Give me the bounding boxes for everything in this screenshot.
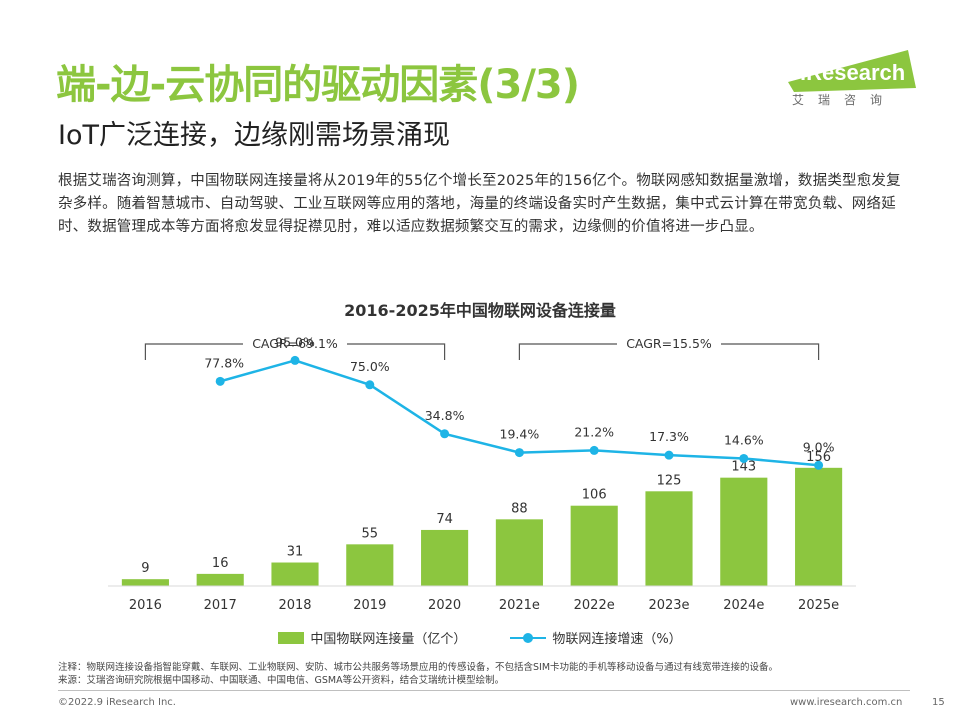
growth-label-2020: 34.8% — [425, 408, 465, 423]
bar-label-2022e: 106 — [582, 488, 607, 503]
source-text: 来源：艾瑞咨询研究院根据中国移动、中国联通、中国电信、GSMA等公开资料，结合艾… — [58, 675, 505, 686]
legend-item-connections: 中国物联网连接量（亿个） — [278, 628, 466, 647]
line-value-labels: 77.8% 95.0% 75.0% 34.8% 19.4% 21.2% 17.3% 14.6%… — [204, 334, 834, 454]
growth-point-2020 — [440, 429, 450, 439]
x-tick-2024e: 2024e — [723, 598, 764, 613]
line-series — [215, 355, 824, 470]
legend-bar-swatch — [278, 631, 305, 644]
iresearch-logo[interactable]: iResearch 艾瑞咨询 — [788, 48, 916, 112]
notes-block: 注释：物联网连接设备指智能穿戴、车联网、工业物联网、安防、城市公共服务等场景应用… — [58, 661, 918, 687]
bar-label-2024e: 143 — [731, 460, 756, 475]
growth-point-2019 — [365, 380, 375, 390]
bar-label-2020: 74 — [436, 512, 453, 527]
growth-label-2021e: 19.4% — [500, 427, 540, 442]
bar-2019 — [346, 544, 394, 586]
x-tick-2025e: 2025e — [798, 598, 839, 613]
growth-point-2023e — [664, 450, 674, 460]
bar-label-2019: 55 — [362, 526, 379, 541]
page-number: 15 — [932, 697, 945, 708]
bar-2021e — [495, 519, 543, 586]
growth-point-2017 — [215, 376, 225, 386]
logo-mark: iResearch — [788, 50, 916, 92]
cagr-label-2: CAGR=15.5% — [626, 336, 712, 351]
intro-paragraph: 根据艾瑞咨询测算，中国物联网连接量将从2019年的55亿个增长至2025年的15… — [58, 173, 901, 235]
growth-point-2018 — [290, 355, 300, 365]
bar-label-2016: 9 — [141, 561, 149, 576]
bar-label-2023e: 125 — [657, 473, 682, 488]
growth-label-2017: 77.8% — [204, 355, 244, 370]
growth-label-2025e: 9.0% — [803, 439, 835, 454]
growth-label-2024e: 14.6% — [724, 432, 764, 447]
footer-copyright: ©2022.9 iResearch Inc. — [58, 697, 176, 708]
page-subtitle: IoT广泛连接，边缘刚需场景涌现 — [58, 120, 450, 151]
bar-series — [121, 467, 843, 586]
x-tick-2017: 2017 — [204, 598, 237, 613]
bar-label-2018: 31 — [287, 545, 304, 560]
x-tick-2019: 2019 — [353, 598, 386, 613]
growth-label-2023e: 17.3% — [649, 429, 689, 444]
bar-2025e — [795, 467, 843, 586]
legend-label-growth: 物联网连接增速（%） — [552, 632, 682, 647]
note-text: 注释：物联网连接设备指智能穿戴、车联网、工业物联网、安防、城市公共服务等场景应用… — [58, 662, 779, 673]
cagr-label-1: CAGR=69.1% — [252, 336, 338, 351]
growth-label-2019: 75.0% — [350, 359, 390, 374]
cagr-bracket-2 — [518, 343, 820, 360]
logo-brand-cn: 艾瑞咨询 — [792, 93, 897, 107]
growth-label-2018: 95.0% — [275, 334, 315, 349]
chart-legend: 中国物联网连接量（亿个） 物联网连接增速（%） — [0, 628, 960, 647]
x-tick-2023e: 2023e — [648, 598, 689, 613]
growth-point-2022e — [589, 445, 599, 455]
growth-point-2025e — [814, 460, 824, 470]
bar-2017 — [196, 573, 244, 586]
cagr-brackets: CAGR=69.1% CAGR=15.5% — [144, 336, 820, 360]
chart-title: 2016-2025年中国物联网设备连接量 — [344, 301, 616, 320]
legend-label-connections: 中国物联网连接量（亿个） — [310, 632, 467, 647]
bar-label-2025e: 156 — [806, 450, 831, 465]
bar-2018 — [271, 562, 319, 586]
growth-point-2024e — [739, 453, 749, 463]
growth-label-2022e: 21.2% — [574, 424, 614, 439]
x-axis-tick-labels: 2016 2017 2018 2019 2020 2021e 2022e 2023e 2024e… — [129, 598, 839, 613]
x-tick-2016: 2016 — [129, 598, 162, 613]
x-tick-2018: 2018 — [278, 598, 311, 613]
page-title: 端-边-云协同的驱动因素(3/3) — [56, 62, 580, 108]
logo-brand-text: iResearch — [800, 60, 905, 85]
bar-2020 — [421, 529, 469, 586]
bar-label-2017: 16 — [212, 556, 229, 571]
bar-label-2021e: 88 — [511, 501, 528, 516]
legend-line-swatch — [510, 632, 547, 644]
bar-value-labels: 9 16 31 55 74 88 106 125 143 156 — [141, 450, 831, 576]
x-tick-2022e: 2022e — [574, 598, 615, 613]
bar-2022e — [570, 505, 618, 586]
footer-divider — [58, 690, 910, 691]
x-tick-2021e: 2021e — [499, 598, 540, 613]
bar-2024e — [720, 477, 768, 586]
cagr-bracket-1 — [144, 343, 446, 360]
growth-point-2021e — [514, 448, 524, 458]
logo-banner-shape — [788, 50, 916, 92]
legend-item-growth: 物联网连接增速（%） — [510, 628, 682, 647]
bar-2023e — [645, 491, 693, 586]
x-tick-2020: 2020 — [428, 598, 461, 613]
footer-website[interactable]: www.iresearch.com.cn — [790, 697, 903, 708]
bar-2016 — [121, 579, 169, 586]
